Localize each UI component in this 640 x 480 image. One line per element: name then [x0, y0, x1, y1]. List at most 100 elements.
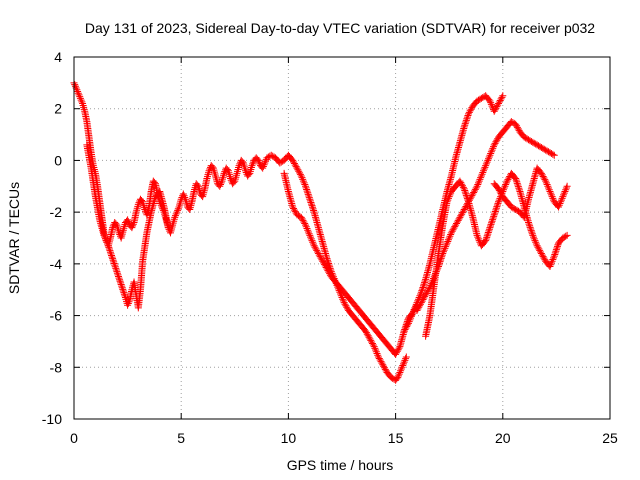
- data-point: [447, 229, 455, 237]
- data-point: [396, 368, 404, 376]
- data-point: [303, 187, 311, 195]
- data-point: [415, 303, 423, 311]
- data-point: [326, 270, 334, 278]
- data-point: [462, 202, 470, 210]
- data-point: [475, 237, 483, 245]
- data-point: [559, 193, 567, 201]
- data-point: [445, 234, 453, 242]
- data-point: [461, 121, 469, 129]
- data-point: [190, 187, 198, 195]
- data-point: [111, 261, 119, 269]
- data-point: [295, 167, 303, 175]
- data-point: [109, 256, 117, 264]
- data-point: [313, 246, 321, 254]
- data-point: [398, 363, 406, 371]
- data-point: [495, 198, 503, 206]
- data-point: [108, 251, 116, 259]
- x-tick-label: 0: [70, 430, 78, 446]
- data-point: [76, 94, 84, 102]
- data-point: [376, 356, 384, 364]
- data-point: [460, 206, 468, 214]
- data-point: [479, 168, 487, 176]
- series-5: [422, 169, 571, 340]
- data-point: [514, 125, 522, 133]
- data-point: [338, 293, 346, 301]
- data-point: [416, 302, 424, 310]
- data-point: [220, 169, 228, 177]
- data-point: [121, 292, 129, 300]
- data-point: [324, 256, 332, 264]
- data-point: [491, 207, 499, 215]
- data-point: [318, 256, 326, 264]
- data-point: [128, 224, 136, 232]
- data-point: [451, 223, 459, 231]
- data-point: [367, 336, 375, 344]
- x-tick-labels: 0 5 10 15 20 25: [70, 430, 618, 446]
- data-point: [305, 194, 313, 202]
- data-point: [452, 221, 460, 229]
- data-point: [547, 150, 555, 158]
- data-point: [372, 346, 380, 354]
- chart-title: Day 131 of 2023, Sidereal Day-to-day VTE…: [85, 20, 595, 36]
- data-point: [458, 180, 466, 188]
- data-point: [453, 218, 461, 226]
- data-point: [337, 292, 345, 300]
- data-point: [132, 208, 140, 216]
- data-point: [563, 182, 571, 190]
- data-point: [104, 242, 112, 250]
- data-point: [460, 185, 468, 193]
- data-point: [269, 152, 277, 160]
- data-point: [459, 183, 467, 191]
- data-point: [457, 212, 465, 220]
- data-point: [513, 206, 521, 214]
- data-point: [513, 178, 521, 186]
- data-point: [496, 96, 504, 104]
- data-point: [321, 262, 329, 270]
- data-point: [369, 341, 377, 349]
- data-point: [395, 370, 403, 378]
- data-point: [490, 211, 498, 219]
- data-point: [308, 237, 316, 245]
- data-point: [536, 143, 544, 151]
- data-point: [560, 189, 568, 197]
- data-point: [245, 171, 253, 179]
- data-point: [217, 181, 225, 189]
- data-point: [421, 292, 429, 300]
- data-point: [422, 291, 430, 299]
- y-tick-label: -4: [50, 256, 63, 272]
- data-point: [492, 206, 500, 214]
- data-point: [539, 144, 547, 152]
- data-point: [537, 248, 545, 256]
- data-point: [373, 349, 381, 357]
- data-point: [545, 184, 553, 192]
- data-point: [483, 232, 491, 240]
- data-point: [546, 187, 554, 195]
- data-point: [263, 154, 271, 162]
- data-point: [404, 321, 412, 329]
- data-point: [393, 347, 401, 355]
- data-point: [101, 235, 109, 243]
- data-point: [80, 105, 88, 113]
- data-point: [454, 216, 462, 224]
- data-point: [120, 289, 128, 297]
- data-point: [104, 240, 112, 248]
- data-point: [482, 162, 490, 170]
- data-point: [537, 144, 545, 151]
- data-point: [557, 196, 565, 204]
- data-point: [394, 372, 402, 380]
- data-point: [372, 348, 380, 356]
- data-point: [374, 351, 382, 359]
- data-point: [532, 238, 540, 246]
- data-point: [455, 215, 463, 223]
- data-point: [560, 191, 568, 199]
- data-point: [480, 167, 488, 175]
- data-point: [490, 141, 498, 149]
- data-point: [548, 193, 556, 201]
- data-point: [475, 235, 483, 243]
- data-point: [562, 232, 570, 240]
- data-point: [232, 171, 240, 179]
- data-point: [124, 301, 132, 309]
- data-point: [249, 160, 257, 168]
- data-point: [417, 288, 425, 296]
- data-point: [116, 277, 124, 285]
